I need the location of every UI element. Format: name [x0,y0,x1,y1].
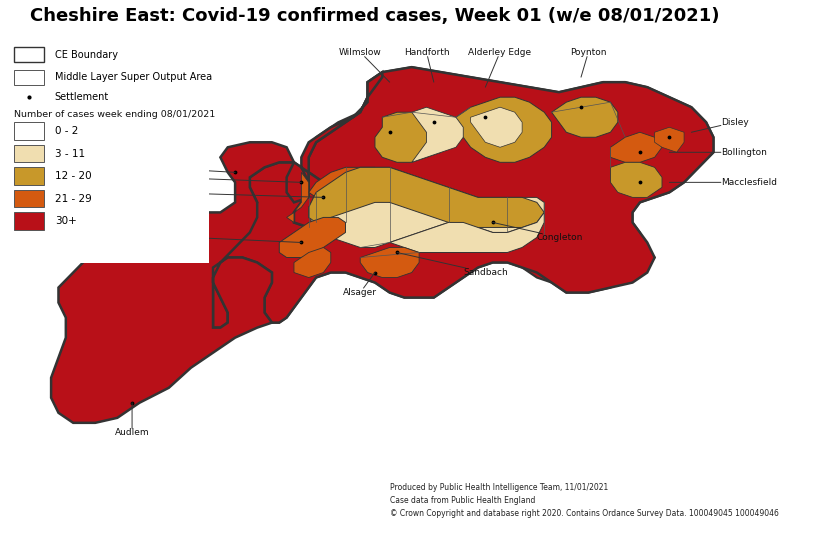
Bar [14,167,44,185]
Bar [14,70,44,85]
Text: Crewe: Crewe [178,233,301,242]
Text: 30+: 30+ [55,217,76,226]
Text: 3 - 11: 3 - 11 [55,149,85,159]
Polygon shape [552,97,618,137]
Bar [14,190,44,207]
Text: Settlement: Settlement [55,92,109,102]
Text: Knutsford: Knutsford [125,163,235,172]
Polygon shape [213,67,714,328]
Bar [14,47,44,62]
Text: Disley: Disley [691,118,749,132]
Text: Middlewich: Middlewich [140,173,301,183]
Polygon shape [286,172,309,222]
Text: CE Boundary: CE Boundary [55,50,118,59]
Text: 0 - 2: 0 - 2 [55,126,78,136]
Text: Handforth: Handforth [403,48,449,82]
Text: Bollington: Bollington [669,148,767,157]
Polygon shape [309,167,544,247]
Text: Middle Layer Super Output Area: Middle Layer Super Output Area [55,72,212,82]
Polygon shape [309,167,375,202]
Polygon shape [51,72,383,423]
Polygon shape [610,132,662,163]
Polygon shape [360,247,419,278]
Title: Cheshire East: Covid-19 confirmed cases, Week 01 (w/e 08/01/2021): Cheshire East: Covid-19 confirmed cases,… [30,7,720,25]
Bar [14,145,44,163]
Text: Macclesfield: Macclesfield [669,178,777,187]
Text: Alsager: Alsager [344,273,377,297]
Polygon shape [655,127,684,152]
Text: Sandbach: Sandbach [397,253,508,277]
Text: Holmes Chapel: Holmes Chapel [123,188,324,198]
Bar [11,47,209,262]
Polygon shape [375,112,448,163]
Polygon shape [471,107,522,147]
Polygon shape [412,107,463,163]
Text: Produced by Public Health Intelligence Team, 11/01/2021
Case data from Public He: Produced by Public Health Intelligence T… [389,483,779,518]
Bar [14,122,44,140]
Text: 12 - 20: 12 - 20 [55,171,91,181]
Polygon shape [309,167,544,227]
Polygon shape [213,67,714,328]
Text: Audlem: Audlem [115,403,149,437]
Text: Congleton: Congleton [493,222,583,242]
Bar [14,212,44,230]
Text: Nantwich: Nantwich [38,202,162,212]
Polygon shape [389,212,544,253]
Text: Poynton: Poynton [570,48,607,77]
Text: Number of cases week ending 08/01/2021: Number of cases week ending 08/01/2021 [14,110,216,119]
Polygon shape [294,247,331,278]
Text: Alderley Edge: Alderley Edge [468,48,532,87]
Polygon shape [610,163,662,198]
Text: 21 - 29: 21 - 29 [55,194,91,204]
Polygon shape [456,97,552,163]
Text: Wilmslow: Wilmslow [339,48,389,82]
Polygon shape [279,218,345,258]
